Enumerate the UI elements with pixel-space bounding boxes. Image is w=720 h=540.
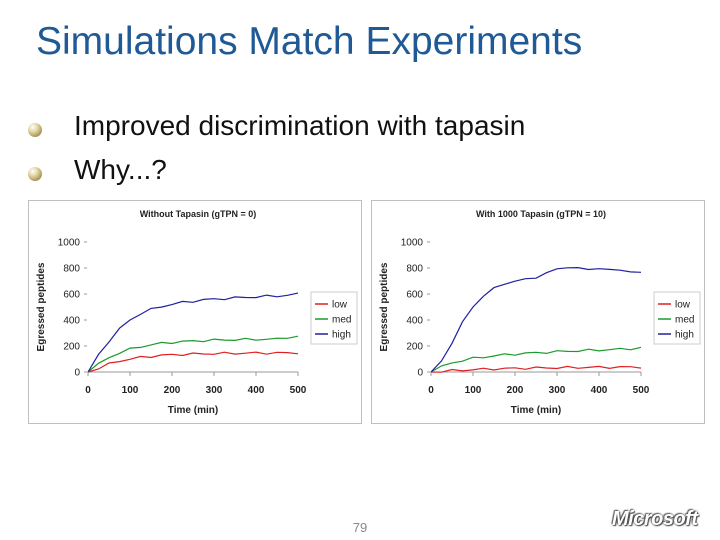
legend-label: high [675,330,694,341]
chart-svg: With 1000 Tapasin (gTPN = 10) 0 200 400 600 8… [371,200,705,424]
series-line-med [87,335,299,373]
y-tick-label: 0 [417,368,423,379]
legend-label: med [675,315,694,326]
x-axis-label: Time (min) [168,405,218,416]
slide-title: Simulations Match Experiments [36,20,583,63]
y-tick-label: 600 [63,290,80,301]
slide-number: 79 [352,520,368,535]
chart-svg: Without Tapasin (gTPN = 0) 0 200 400 600 800 1… [28,200,362,424]
x-tick-label: 500 [633,385,650,396]
y-tick-label: 600 [406,290,423,301]
series-line-high [87,292,299,373]
x-tick-label: 200 [507,385,524,396]
series-line-low [430,365,642,373]
x-axis-label: Time (min) [511,405,561,416]
x-tick-label: 100 [122,385,139,396]
chart-title: With 1000 Tapasin (gTPN = 10) [476,209,606,219]
x-tick-label: 100 [465,385,482,396]
y-tick-label: 800 [406,264,423,275]
x-tick-label: 400 [591,385,608,396]
y-tick-label: 1000 [58,238,81,249]
legend-box [310,291,358,345]
x-tick-label: 400 [248,385,265,396]
x-tick-label: 500 [290,385,307,396]
y-axis-label: Egressed peptides [379,262,390,351]
series-line-med [430,346,642,373]
legend-box [653,291,701,345]
chart-frame [28,200,362,424]
x-tick-label: 200 [164,385,181,396]
y-tick-label: 200 [406,342,423,353]
legend-label: low [332,300,348,311]
x-tick-label: 300 [549,385,566,396]
chart-with-tapasin: With 1000 Tapasin (gTPN = 10) 0 200 400 600 8… [371,200,705,424]
x-tick-label: 300 [206,385,223,396]
y-tick-label: 0 [74,368,80,379]
bullet-icon [28,123,42,137]
y-tick-label: 400 [63,316,80,327]
chart-frame [371,200,705,424]
legend-label: med [332,315,351,326]
series-line-low [87,351,299,373]
chart-without-tapasin: Without Tapasin (gTPN = 0) 0 200 400 600 800 1… [28,200,362,424]
legend-label: high [332,330,351,341]
bullet-text: Improved discrimination with tapasin [74,110,526,141]
bullet-text: Why...? [74,154,167,185]
microsoft-logo: Microsoft [612,508,698,530]
y-tick-label: 800 [63,264,80,275]
series-line-high [430,266,642,373]
x-tick-label: 0 [428,385,434,396]
bullet-icon [28,167,42,181]
y-tick-label: 1000 [401,238,424,249]
legend-label: low [675,300,691,311]
chart-title: Without Tapasin (gTPN = 0) [140,209,257,219]
y-axis-label: Egressed peptides [36,262,47,351]
y-tick-label: 200 [63,342,80,353]
y-tick-label: 400 [406,316,423,327]
x-tick-label: 0 [85,385,91,396]
